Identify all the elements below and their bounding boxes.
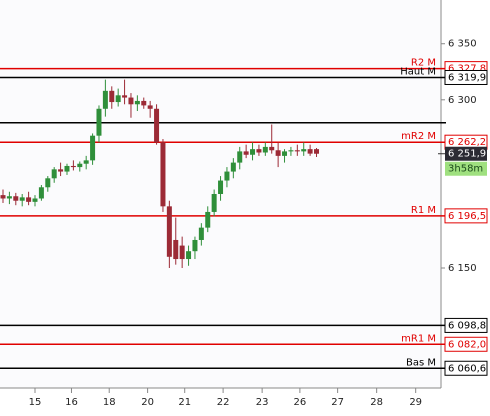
candle-body — [128, 97, 134, 105]
candle-body — [262, 146, 268, 153]
y-tick-label: 6 350 — [448, 39, 477, 50]
candle-body — [250, 149, 256, 155]
candle-body — [186, 251, 192, 260]
level-value-label: 6 060,6 — [448, 363, 486, 374]
candle-body — [256, 149, 262, 153]
level-name: Haut M — [400, 66, 436, 77]
candle-body — [294, 150, 300, 152]
candle-body — [160, 142, 166, 207]
candle-body — [122, 95, 128, 98]
x-tick-label: 16 — [65, 397, 78, 408]
candle-body — [70, 165, 76, 168]
candle-body — [115, 95, 121, 103]
x-tick-label: 20 — [141, 397, 154, 408]
level-name: Bas M — [406, 357, 436, 368]
level-value-label: 6 196,5 — [448, 211, 486, 222]
candle-body — [230, 162, 236, 172]
level-value-box — [444, 317, 488, 333]
level-value-box — [444, 69, 488, 85]
candle-body — [224, 171, 230, 181]
level-value-label: 6 327,8 — [448, 64, 486, 75]
candle-body — [51, 169, 57, 179]
candle-body — [90, 135, 96, 161]
x-tick-label: 22 — [217, 397, 230, 408]
x-tick-label: 23 — [256, 397, 269, 408]
candle-body — [134, 100, 140, 105]
y-tick-label: 6 150 — [448, 263, 477, 274]
level-value-label: 6 262,2 — [448, 137, 486, 148]
candle-body — [237, 151, 243, 163]
level-value-label: 6 098,8 — [448, 320, 486, 331]
candle-body — [0, 195, 6, 199]
level-name: mR2 M — [401, 131, 436, 142]
candle-body — [19, 197, 25, 201]
candle-body — [275, 150, 281, 156]
x-tick-label: 27 — [331, 397, 344, 408]
candle-body — [6, 196, 12, 199]
candle-body — [77, 163, 83, 168]
candle-body — [96, 108, 102, 136]
level-name: mR1 M — [401, 333, 436, 344]
candle-body — [307, 149, 313, 154]
candle-body — [243, 151, 249, 155]
x-tick-label: 26 — [294, 397, 307, 408]
x-tick-label: 28 — [370, 397, 383, 408]
candle-body — [205, 211, 211, 228]
candle-body — [102, 90, 108, 109]
y-tick-label: 6 300 — [448, 95, 477, 106]
candle-body — [64, 165, 70, 172]
countdown-label: 3h58m — [448, 164, 483, 175]
x-tick-label: 29 — [409, 397, 422, 408]
current-price-box — [445, 146, 487, 161]
level-name: R1 M — [411, 205, 436, 216]
candle-body — [192, 239, 198, 252]
candle-body — [314, 149, 320, 154]
countdown-box — [445, 161, 487, 176]
candle-body — [109, 90, 115, 103]
candle-body — [179, 245, 185, 260]
level-name: R2 M — [411, 58, 436, 69]
candle-body — [13, 196, 19, 201]
level-value-box — [444, 336, 488, 352]
candle-body — [147, 105, 153, 109]
candle-body — [38, 187, 44, 199]
candle-body — [83, 160, 89, 164]
x-tick-label: 18 — [103, 397, 116, 408]
level-value-label: 6 082,0 — [448, 339, 486, 350]
candle-body — [301, 149, 307, 152]
candle-body — [45, 178, 51, 188]
candle-body — [141, 100, 147, 106]
candle-body — [173, 239, 179, 260]
candle-body — [58, 169, 64, 172]
level-value-box — [444, 360, 488, 376]
candle-body — [198, 227, 204, 240]
level-value-box — [444, 208, 488, 224]
candle-body — [166, 206, 172, 257]
candle-body — [282, 151, 288, 156]
candle-body — [154, 108, 160, 143]
current-price-label: 6 251,9 — [448, 149, 486, 160]
candle-body — [32, 198, 38, 202]
candle-body — [26, 197, 32, 202]
candle-body — [218, 180, 224, 194]
level-value-label: 6 319,9 — [448, 72, 486, 83]
candle-body — [288, 150, 294, 152]
candle-body — [211, 194, 217, 212]
x-tick-label: 21 — [178, 397, 191, 408]
candle-body — [269, 146, 275, 151]
x-tick-label: 15 — [29, 397, 42, 408]
